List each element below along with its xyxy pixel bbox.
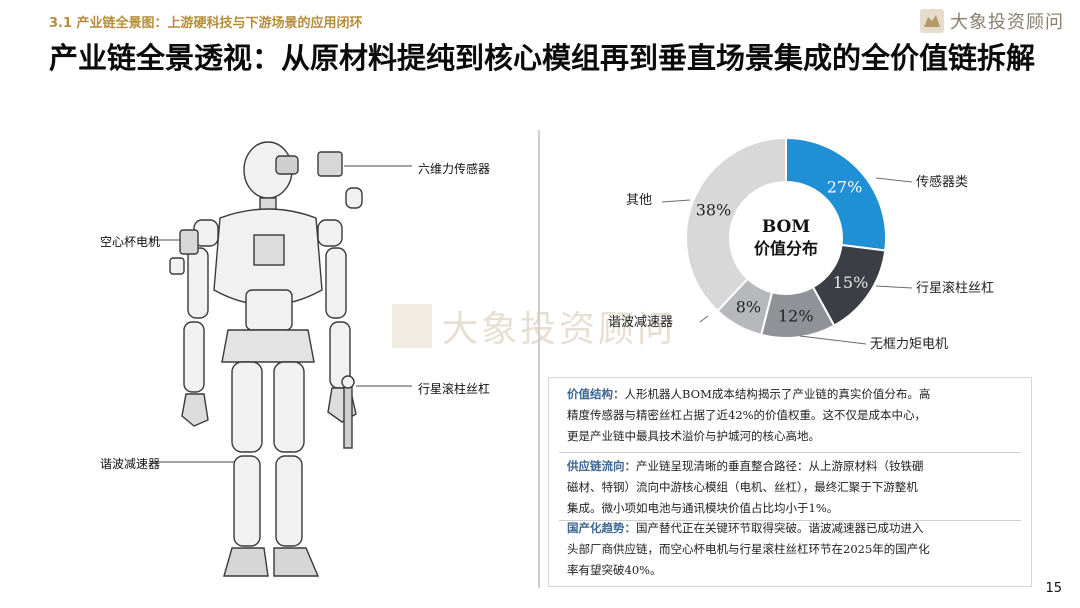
- slice-percent-label: 15%: [833, 273, 869, 292]
- section-label: 3.1 产业链全景图：上游硬科技与下游场景的应用闭环: [49, 16, 363, 31]
- slice-leader-line: [661, 199, 691, 203]
- slice-category-label: 传感器类: [916, 174, 968, 190]
- callout-planetary-screw: 行星滚柱丝杠: [418, 382, 491, 396]
- donut-slice: [785, 136, 887, 252]
- localization-line2: 头部厂商供应链，而空心杯电机与行星滚柱丝杠环节在2025年的国产化: [567, 542, 930, 556]
- value-structure-head: 价值结构：: [567, 387, 625, 401]
- supply-chain-text1: 产业链呈现清晰的垂直整合路径：从上游原材料（钕铁硼: [636, 459, 924, 473]
- value-structure-text1: 人形机器人BOM成本结构揭示了产业链的真实价值分布。高: [624, 387, 931, 401]
- slice-leader-line: [799, 335, 867, 345]
- localization-head: 国产化趋势：: [567, 521, 636, 535]
- slice-percent-label: 27%: [827, 177, 863, 196]
- supply-chain-line1: 供应链流向：产业链呈现清晰的垂直整合路径：从上游原材料（钕铁硼: [567, 456, 924, 477]
- localization-paragraph: 国产化趋势：国产替代正在关键环节取得突破。谐波减速器已成功进入 头部厂商供应链，…: [567, 518, 930, 581]
- slice-category-label: 谐波减速器: [608, 315, 673, 330]
- slice-leader-line: [875, 177, 913, 183]
- supply-chain-line2: 磁材、特钢）流向中游核心模组（电机、丝杠），最终汇聚于下游整机: [567, 480, 918, 494]
- localization-text1: 国产替代正在关键环节取得突破。谐波减速器已成功进入: [636, 521, 924, 535]
- value-structure-line2: 精度传感器与精密丝杠占据了近42%的价值权重。这不仅是成本中心，: [567, 408, 927, 422]
- callout-harmonic-reducer: 谐波减速器: [100, 457, 161, 471]
- donut-center-label-line1: BOM: [762, 217, 810, 237]
- localization-line1: 国产化趋势：国产替代正在关键环节取得突破。谐波减速器已成功进入: [567, 518, 930, 539]
- brand-name: 大象投资顾问: [950, 12, 1064, 33]
- robot-illustration: [150, 141, 412, 577]
- watermark-logo-icon: [392, 304, 432, 348]
- donut-center-label-line2: 价值分布: [754, 239, 818, 258]
- slice-category-label: 行星滚柱丝杠: [916, 280, 994, 296]
- slice-percent-label: 8%: [736, 297, 761, 316]
- page-title: 产业链全景透视：从原材料提纯到核心模组再到垂直场景集成的全价值链拆解: [49, 41, 1036, 75]
- slice-leader-line: [699, 315, 709, 323]
- callout-six-axis-sensor: 六维力传感器: [418, 162, 491, 176]
- page-number: 15: [1045, 581, 1062, 596]
- donut-slice: [685, 136, 787, 313]
- slice-percent-label: 12%: [778, 306, 814, 325]
- brand: 大象投资顾问: [920, 8, 1064, 34]
- slice-category-label: 其他: [626, 193, 652, 208]
- watermark-text: 大象投资顾问: [442, 309, 677, 350]
- callout-coreless-motor: 空心杯电机: [100, 235, 161, 249]
- paragraph-separator: [559, 520, 1021, 521]
- vertical-divider: [538, 130, 540, 588]
- watermark: 大象投资顾问: [392, 300, 676, 352]
- supply-chain-line3: 集成。微小项如电池与通讯模块价值占比均小于1%。: [567, 501, 839, 515]
- paragraph-separator: [559, 452, 1021, 453]
- value-structure-line3: 更是产业链中最具技术溢价与护城河的核心高地。: [567, 429, 820, 443]
- explanation-panel: 价值结构：人形机器人BOM成本结构揭示了产业链的真实价值分布。高 精度传感器与精…: [548, 377, 1032, 587]
- value-structure-line1: 价值结构：人形机器人BOM成本结构揭示了产业链的真实价值分布。高: [567, 384, 930, 405]
- elephant-logo-icon: [920, 9, 944, 33]
- supply-chain-head: 供应链流向：: [567, 459, 636, 473]
- bom-donut-chart: 27% 传感器类 15% 行星滚柱丝杠 12% 无框力矩电机 8% 谐波减速器 38% 其他 BOM…: [608, 136, 994, 352]
- value-structure-paragraph: 价值结构：人形机器人BOM成本结构揭示了产业链的真实价值分布。高 精度传感器与精…: [567, 384, 930, 447]
- slice-percent-label: 38%: [696, 200, 732, 219]
- slice-leader-line: [875, 285, 913, 289]
- slice-category-label: 无框力矩电机: [870, 337, 948, 352]
- localization-line3: 率有望突破40%。: [567, 563, 662, 577]
- supply-chain-paragraph: 供应链流向：产业链呈现清晰的垂直整合路径：从上游原材料（钕铁硼 磁材、特钢）流向…: [567, 456, 924, 519]
